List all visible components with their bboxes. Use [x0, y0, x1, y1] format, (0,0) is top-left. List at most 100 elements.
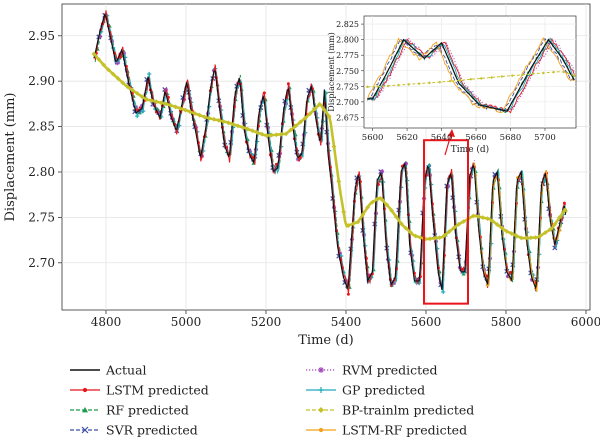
series-point-bp-trainlm-predicted	[427, 236, 433, 242]
series-point-bp-trainlm-predicted	[178, 106, 183, 111]
inset-x-tick-label: 5620	[396, 133, 418, 143]
series-point-bp-trainlm-predicted	[389, 208, 394, 213]
series-point-bp-trainlm-predicted	[365, 204, 370, 210]
series-point-bp-trainlm-predicted	[264, 133, 270, 138]
legend-marker-lstm-predicted	[82, 387, 88, 393]
series-point-bp-trainlm-predicted	[456, 221, 462, 227]
legend-item-rf-predicted: RF predicted	[70, 403, 189, 418]
series-point-bp-trainlm-predicted	[360, 212, 366, 218]
series-point-bp-trainlm-predicted	[322, 107, 327, 113]
series-point-lstm-predicted	[274, 162, 278, 166]
main-y-label: Displacement (mm)	[3, 92, 18, 221]
inset-series-rvm-predicted	[367, 37, 575, 113]
inset-series-point-bp-trainlm-predicted	[541, 71, 545, 75]
inset-series-point-bp-trainlm-predicted	[521, 73, 525, 77]
legend-marker-rf-predicted	[82, 407, 88, 413]
series-point-bp-trainlm-predicted	[206, 115, 212, 121]
main-x-label: Time (d)	[298, 333, 353, 348]
series-point-bp-trainlm-predicted	[202, 114, 207, 120]
inset-series-point-bp-trainlm-predicted	[365, 85, 369, 89]
series-point-bp-trainlm-predicted	[480, 215, 486, 220]
series-point-bp-trainlm-predicted	[302, 115, 308, 121]
series-point-lstm-predicted	[346, 292, 350, 296]
series-point-bp-trainlm-predicted	[163, 101, 169, 107]
inset-x-tick-label: 5600	[362, 133, 384, 143]
series-point-lstm-predicted	[286, 82, 290, 86]
inset-series-line-lstm-rf-predicted	[366, 36, 575, 113]
inset-series-point-bp-trainlm-predicted	[500, 75, 504, 79]
series-point-lstm-predicted	[298, 156, 302, 160]
series-point-rvm-predicted	[283, 101, 289, 106]
series-point-bp-trainlm-predicted	[336, 179, 342, 184]
series-point-bp-trainlm-predicted	[120, 80, 126, 86]
series-point-rf-predicted	[461, 271, 466, 276]
inset-series-gp-predicted	[367, 37, 575, 113]
series-point-rvm-predicted	[97, 34, 103, 39]
series-point-gp-predicted	[141, 109, 146, 114]
series-point-bp-trainlm-predicted	[413, 233, 418, 239]
legend-marker-svr-predicted	[81, 426, 89, 434]
inset-y-tick-label: 2.800	[336, 36, 359, 45]
inset-y-tick-label: 2.725	[336, 82, 359, 91]
inset-grid	[364, 16, 576, 128]
inset-series-point-bp-trainlm-predicted	[417, 82, 421, 86]
inset-series-line-actual	[367, 38, 575, 112]
legend-item-rvm-predicted: RVM predicted	[306, 363, 438, 378]
series-point-bp-trainlm-predicted	[168, 103, 174, 108]
inset-x-label: Time (d)	[451, 144, 489, 155]
inset-series	[365, 36, 576, 114]
series-point-bp-trainlm-predicted	[370, 199, 375, 205]
series-point-bp-trainlm-predicted	[149, 98, 154, 104]
legend-label-gp-predicted: GP predicted	[342, 383, 425, 398]
series-point-bp-trainlm-predicted	[283, 131, 289, 137]
legend-item-gp-predicted: GP predicted	[306, 383, 425, 398]
legend: Actual RVM predicted LSTM predicted GP pred…	[70, 363, 474, 438]
series-point-bp-trainlm-predicted	[523, 235, 529, 241]
series-point-bp-trainlm-predicted	[494, 222, 500, 227]
series-point-bp-trainlm-predicted	[173, 104, 178, 110]
series-point-bp-trainlm-predicted	[182, 107, 188, 113]
series-point-bp-trainlm-predicted	[331, 144, 337, 149]
series-point-bp-trainlm-predicted	[250, 128, 255, 134]
series-point-bp-trainlm-predicted	[552, 221, 558, 227]
series-point-bp-trainlm-predicted	[542, 230, 548, 236]
series-point-bp-trainlm-predicted	[254, 130, 260, 135]
series-point-rvm-predicted	[157, 111, 163, 116]
series-point-gp-predicted	[135, 113, 140, 119]
legend-item-bp-trainlm-predicted: BP-trainlm predicted	[306, 403, 474, 418]
series-point-rvm-predicted	[403, 161, 409, 166]
series-point-gp-predicted	[147, 71, 152, 77]
series-bp-trainlm-predicted	[91, 51, 568, 242]
series-point-bp-trainlm-predicted	[418, 235, 423, 240]
main-y-tick-label: 2.70	[28, 256, 55, 270]
series-point-bp-trainlm-predicted	[403, 225, 409, 231]
inset-series-point-bp-trainlm-predicted	[427, 81, 431, 85]
main-y-ticks: 2.70 2.75 2.80 2.85 2.90 2.95	[28, 29, 62, 270]
series-point-lstm-predicted	[376, 183, 380, 187]
main-y-tick-label: 2.80	[28, 165, 55, 179]
series-point-bp-trainlm-predicted	[154, 99, 159, 105]
series-point-lstm-predicted	[262, 91, 266, 95]
series-point-bp-trainlm-predicted	[528, 235, 534, 241]
series-point-bp-trainlm-predicted	[130, 87, 135, 93]
series-point-bp-trainlm-predicted	[139, 94, 145, 100]
series-point-bp-trainlm-predicted	[158, 100, 164, 106]
highlight-box	[423, 139, 469, 305]
inset-y-tick-label: 2.775	[336, 51, 359, 60]
series-point-bp-trainlm-predicted	[346, 223, 351, 228]
inset-series-point-bp-trainlm-predicted	[531, 72, 535, 76]
series-point-bp-trainlm-predicted	[350, 221, 356, 227]
inset-y-label: Displacement (mm)	[327, 32, 336, 111]
legend-label-rf-predicted: RF predicted	[106, 403, 189, 418]
series-point-bp-trainlm-predicted	[245, 126, 250, 132]
series-point-bp-trainlm-predicted	[451, 225, 457, 231]
inset-x-ticks: 5600 5620 5640 5660 5680 5700	[362, 128, 556, 143]
series-point-bp-trainlm-predicted	[379, 197, 385, 202]
series-point-bp-trainlm-predicted	[230, 121, 236, 127]
inset-series-point-bp-trainlm-predicted	[562, 70, 566, 74]
inset-series-bp-trainlm-predicted	[365, 70, 576, 89]
inset-x-tick-label: 5680	[500, 133, 522, 143]
legend-item-lstm-rf-predicted: LSTM-RF predicted	[306, 423, 467, 438]
inset-series-point-bp-trainlm-predicted	[376, 85, 380, 89]
inset-series-point-bp-trainlm-predicted	[459, 78, 463, 82]
